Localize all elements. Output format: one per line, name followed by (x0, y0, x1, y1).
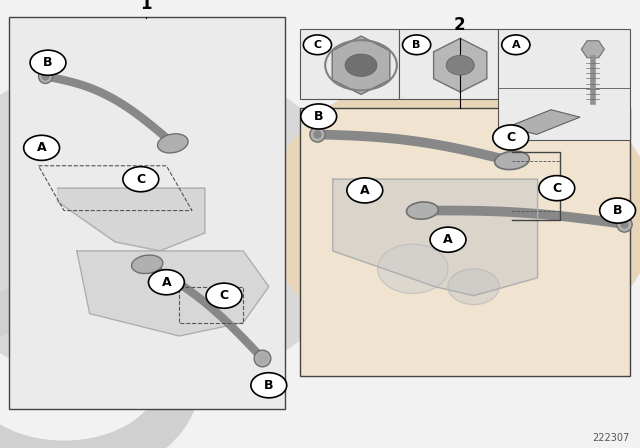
Bar (399, 29, 498, 99)
Text: A: A (443, 233, 453, 246)
Text: 2: 2 (454, 16, 465, 34)
Bar (300, 29, 399, 99)
Bar (300, 108, 630, 376)
Text: A: A (161, 276, 172, 289)
Text: 222307: 222307 (593, 433, 630, 443)
Text: 1: 1 (140, 0, 152, 13)
Ellipse shape (406, 202, 438, 219)
Polygon shape (508, 110, 580, 134)
Circle shape (30, 50, 66, 75)
Circle shape (446, 56, 474, 75)
Text: C: C (136, 172, 145, 186)
Circle shape (123, 167, 159, 192)
Ellipse shape (157, 134, 188, 153)
Text: B: B (613, 204, 622, 217)
Circle shape (251, 373, 287, 398)
Polygon shape (77, 251, 269, 336)
Text: B: B (412, 40, 421, 50)
Circle shape (502, 35, 530, 55)
Text: B: B (314, 110, 323, 123)
Circle shape (448, 269, 499, 305)
Circle shape (301, 104, 337, 129)
Circle shape (345, 54, 377, 77)
Text: A: A (511, 40, 520, 50)
Bar (498, 29, 630, 140)
Circle shape (206, 283, 242, 308)
Text: C: C (314, 40, 321, 50)
Circle shape (493, 125, 529, 150)
Polygon shape (581, 41, 604, 58)
Text: C: C (552, 181, 561, 195)
Circle shape (539, 176, 575, 201)
Text: C: C (506, 131, 515, 144)
Ellipse shape (132, 255, 163, 274)
Ellipse shape (495, 151, 529, 170)
Circle shape (403, 35, 431, 55)
Polygon shape (333, 179, 538, 296)
Circle shape (378, 244, 448, 293)
Text: B: B (264, 379, 273, 392)
Text: B: B (44, 56, 52, 69)
Circle shape (303, 35, 332, 55)
Circle shape (148, 270, 184, 295)
Text: A: A (36, 141, 47, 155)
Circle shape (347, 178, 383, 203)
Text: C: C (220, 289, 228, 302)
Circle shape (600, 198, 636, 223)
Polygon shape (332, 36, 390, 95)
Polygon shape (434, 39, 487, 92)
Polygon shape (58, 188, 205, 251)
Circle shape (430, 227, 466, 252)
Text: A: A (360, 184, 370, 197)
Bar (9, 17, 285, 409)
Circle shape (24, 135, 60, 160)
